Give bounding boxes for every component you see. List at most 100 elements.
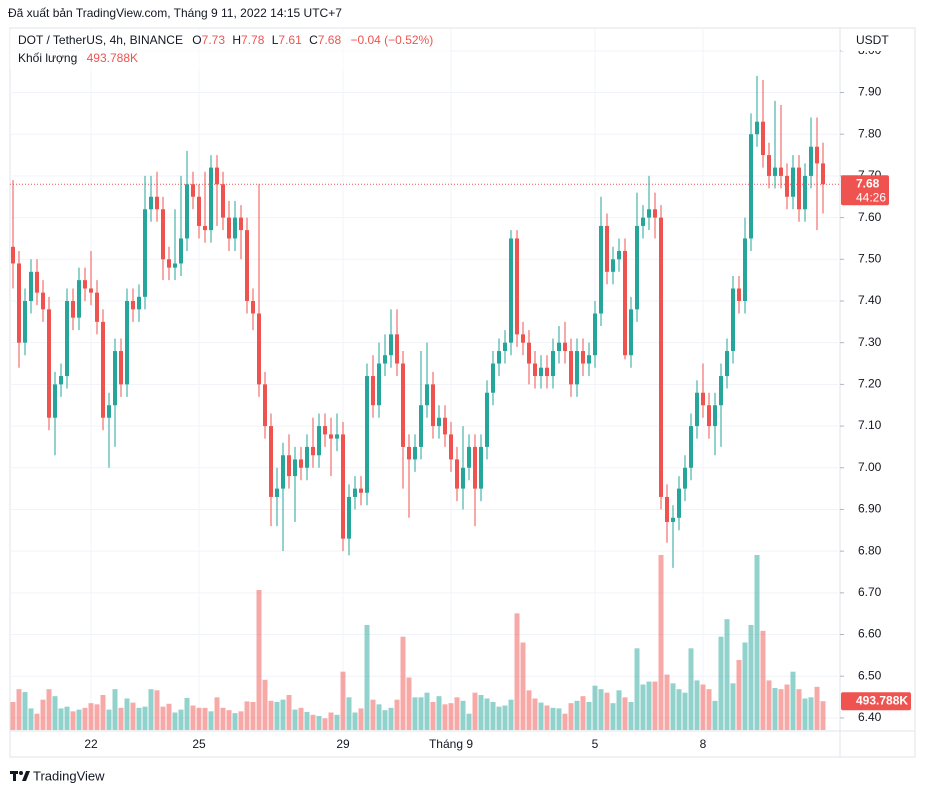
candle-body — [65, 300, 69, 377]
volume-bar — [676, 689, 682, 730]
candle-body — [95, 292, 99, 322]
candle-body — [83, 280, 87, 289]
candle-body — [431, 384, 435, 427]
volume-bar — [388, 707, 394, 730]
candle-body — [587, 355, 591, 364]
candle-body — [701, 392, 705, 406]
candle-body — [533, 363, 537, 377]
volume-bar — [160, 706, 166, 730]
candle-body — [635, 225, 639, 310]
x-tick-label: Tháng 9 — [429, 737, 473, 751]
legend-low: 7.61 — [278, 33, 302, 47]
candle-body — [233, 217, 237, 239]
candle-body — [569, 351, 573, 385]
volume-bar — [64, 706, 70, 730]
volume-bar — [628, 702, 634, 730]
y-tick-label: 7.50 — [858, 251, 882, 265]
candle-body — [611, 259, 615, 272]
candle-body — [383, 355, 387, 364]
volume-bar — [202, 707, 208, 730]
volume-bar — [796, 689, 802, 730]
candle-body — [377, 363, 381, 406]
volume-bar — [178, 709, 184, 730]
volume-bar — [88, 703, 94, 730]
logo-part — [22, 771, 30, 781]
volume-bar — [322, 718, 328, 730]
candle-body — [203, 225, 207, 231]
candle-body — [263, 384, 267, 427]
candle-body — [71, 300, 75, 318]
candle-body — [41, 292, 45, 310]
volume-bar — [244, 701, 250, 730]
volume-bar — [382, 710, 388, 730]
candle-body — [563, 342, 567, 352]
volume-bar — [286, 695, 292, 730]
candle-body — [173, 263, 177, 268]
legend-high: 7.78 — [241, 33, 265, 47]
candle-body — [161, 209, 165, 260]
volume-bar — [706, 689, 712, 730]
y-tick-label: 7.30 — [858, 335, 882, 349]
volume-bar — [130, 702, 136, 730]
candle-body — [155, 196, 159, 210]
candle-body — [599, 225, 603, 314]
volume-bar — [58, 708, 64, 730]
candle-body — [515, 238, 519, 335]
candle-body — [23, 300, 27, 343]
volume-bar — [250, 702, 256, 730]
volume-title: Khối lượng — [18, 51, 77, 65]
published-header: Đã xuất bản TradingView.com, Tháng 9 11,… — [8, 6, 342, 20]
legend-label: H — [232, 33, 241, 47]
volume-bar — [370, 699, 376, 730]
candle-body — [503, 342, 507, 352]
candle-body — [293, 459, 297, 477]
candle-body — [299, 459, 303, 468]
candle-body — [59, 376, 63, 385]
y-tick-label: 7.60 — [858, 210, 882, 224]
candle-body — [713, 405, 717, 427]
candle-body — [329, 434, 333, 439]
volume-bar — [142, 706, 148, 730]
candle-body — [767, 155, 771, 176]
volume-bar — [448, 703, 454, 730]
volume-bar — [772, 688, 778, 730]
candle-body — [239, 217, 243, 231]
volume-bar — [196, 707, 202, 730]
candle-body — [545, 367, 549, 377]
volume-bar — [616, 690, 622, 730]
y-tick-label: 7.00 — [858, 460, 882, 474]
candle-body — [347, 496, 351, 539]
volume-bar — [154, 690, 160, 730]
volume-bar — [466, 713, 472, 730]
candle-body — [575, 351, 579, 385]
candle-body — [341, 434, 345, 539]
volume-bar — [82, 707, 88, 730]
volume-bar — [190, 705, 196, 730]
candle-body — [227, 217, 231, 239]
volume-bar — [478, 695, 484, 730]
candle-body — [113, 351, 117, 406]
candle-body — [335, 434, 339, 439]
volume-bar — [304, 711, 310, 730]
volume-bar — [94, 704, 100, 730]
volume-bar — [754, 555, 760, 730]
volume-bar — [808, 697, 814, 730]
candle-body — [101, 321, 105, 418]
volume-bar — [622, 697, 628, 730]
volume-bar — [748, 625, 754, 730]
volume-bar — [568, 703, 574, 730]
candle-body — [35, 271, 39, 293]
volume-bar — [634, 648, 640, 730]
grid — [10, 28, 840, 730]
x-tick-label: 22 — [84, 737, 98, 751]
candle-body — [419, 405, 423, 447]
volume-bar — [16, 689, 22, 730]
candle-body — [485, 392, 489, 447]
volume-value: 493.788K — [87, 51, 138, 65]
candle-body — [275, 488, 279, 497]
candle-body — [179, 238, 183, 264]
volume-bar — [418, 697, 424, 730]
legend-label: L — [272, 33, 279, 47]
candle-body — [311, 446, 315, 456]
candle-body — [689, 426, 693, 468]
